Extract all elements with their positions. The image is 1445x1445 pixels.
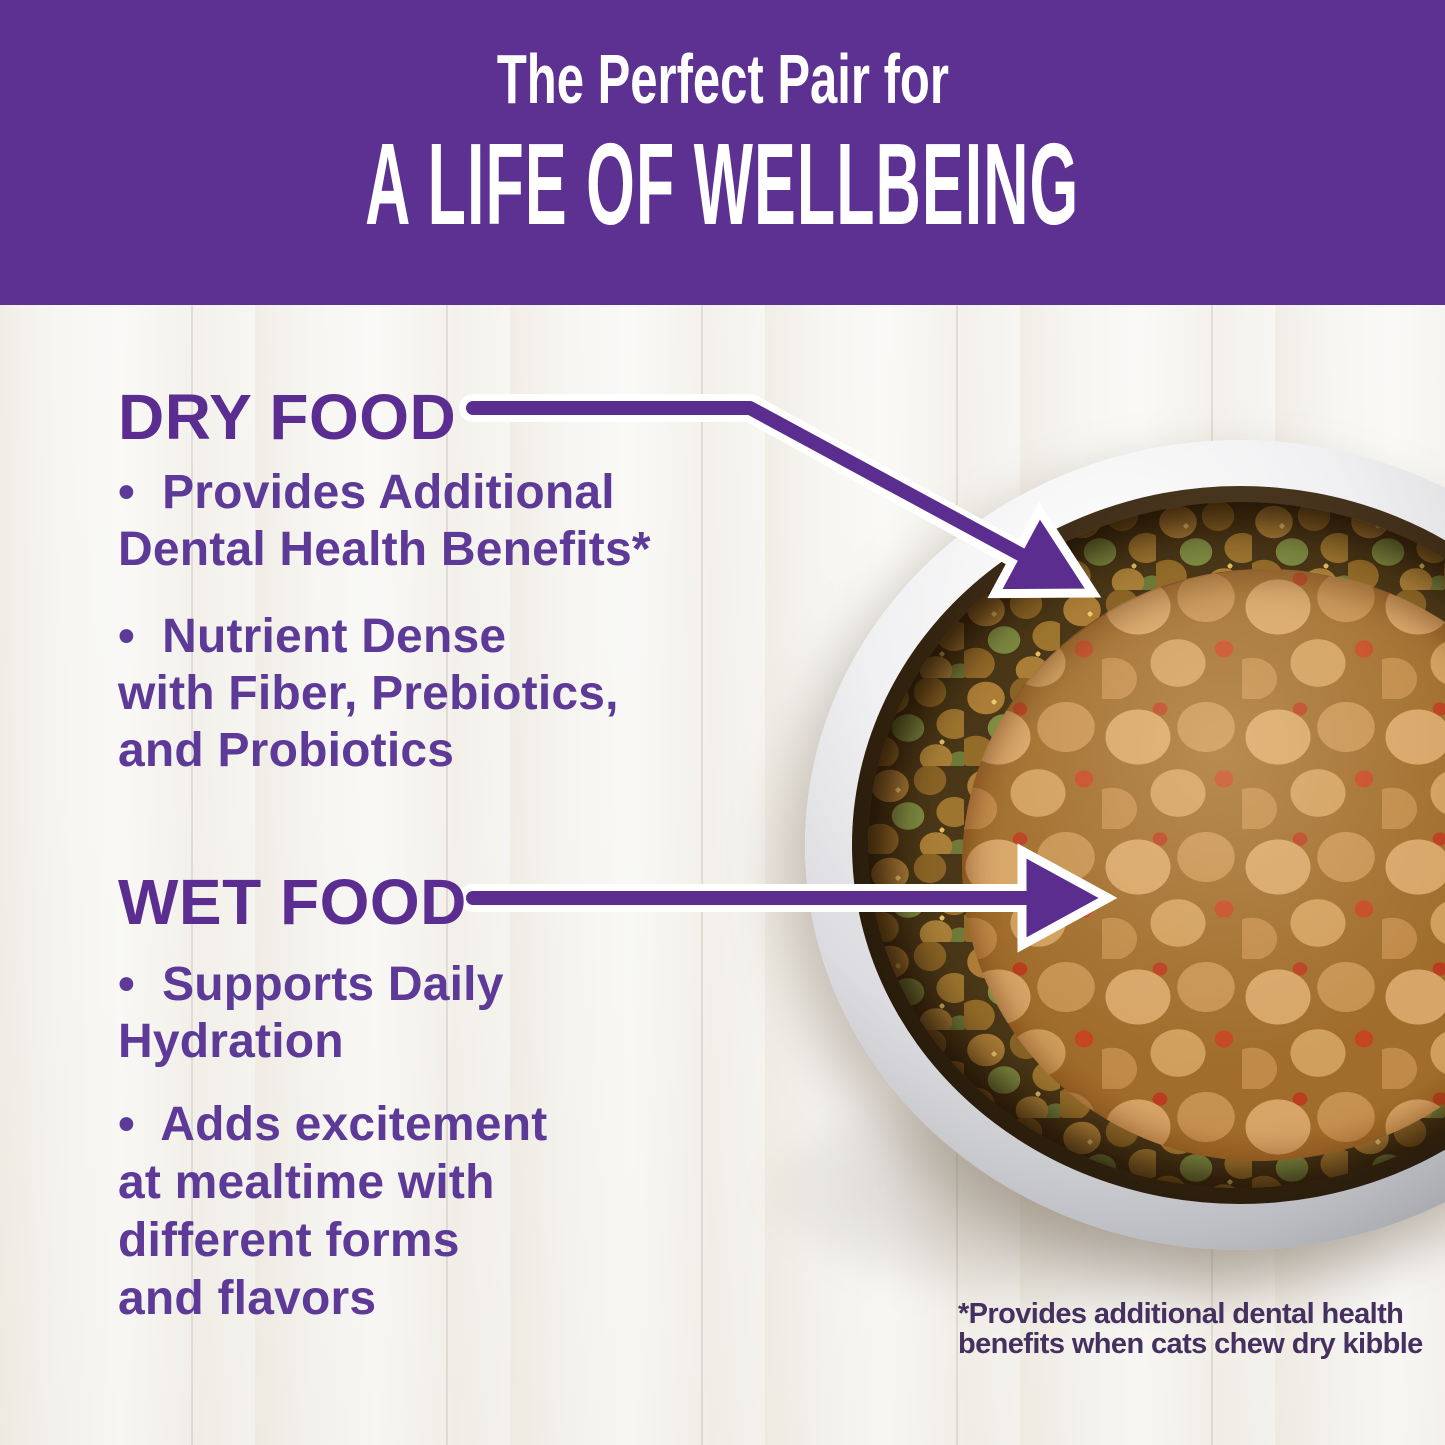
footnote-disclaimer: *Provides additional dental health benef… bbox=[958, 1298, 1423, 1360]
wet-food-bullet-hydration: • Supports Daily Hydration bbox=[118, 958, 504, 1068]
dry-food-heading: DRY FOOD bbox=[118, 381, 457, 453]
arrow-down-right-icon bbox=[459, 394, 1102, 599]
page-title: A LIFE OF WELLBEING bbox=[365, 119, 1080, 249]
arrow-right-icon bbox=[459, 843, 1118, 953]
header-eyebrow: The Perfect Pair for bbox=[496, 40, 949, 118]
header-band: The Perfect Pair for A LIFE OF WELLBEING bbox=[0, 0, 1445, 305]
dry-food-bullet-dental: • Provides Additional Dental Health Bene… bbox=[118, 466, 651, 576]
wet-food-heading: WET FOOD bbox=[118, 866, 467, 938]
dry-food-bullet-nutrient: • Nutrient Dense with Fiber, Prebiotics,… bbox=[118, 610, 619, 777]
wet-food-bullet-excitement: • Adds excitement at mealtime with diffe… bbox=[118, 1098, 548, 1325]
